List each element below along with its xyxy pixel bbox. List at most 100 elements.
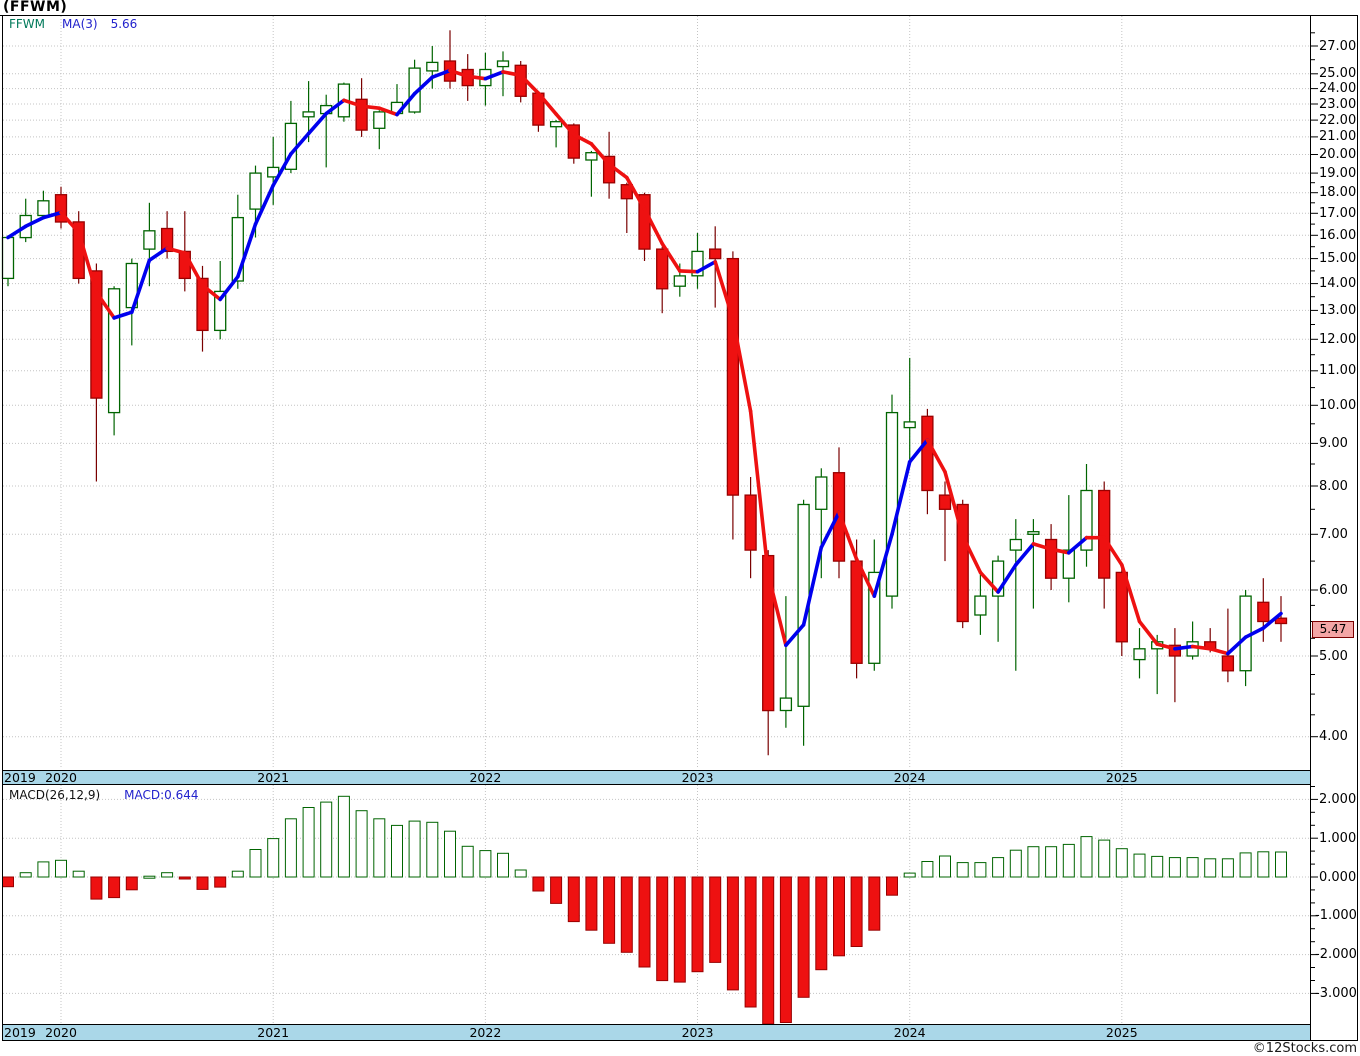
year-label: 2022 xyxy=(469,1025,502,1040)
price-axis-label: 16.00 xyxy=(1319,227,1357,243)
candle-body xyxy=(214,290,227,332)
candle-body xyxy=(1080,489,1093,551)
candle-body xyxy=(1,236,15,280)
year-label: 2024 xyxy=(893,770,926,785)
candle-body xyxy=(1186,641,1199,657)
macd-bar xyxy=(72,870,85,878)
last-price-label: 5.47 xyxy=(1312,620,1354,638)
macd-bar xyxy=(143,875,156,879)
candle-body xyxy=(355,98,368,131)
candle-body xyxy=(691,250,704,277)
candle-body xyxy=(196,277,209,332)
price-axis-label: 9.00 xyxy=(1319,435,1348,451)
macd-bar xyxy=(1045,846,1058,878)
macd-bar xyxy=(638,876,651,968)
year-label: 2024 xyxy=(893,1025,926,1040)
macd-bar xyxy=(1151,855,1164,878)
price-axis-label: 17.00 xyxy=(1319,205,1357,221)
macd-axis-label: 1.000 xyxy=(1319,830,1357,846)
candle-body xyxy=(1257,601,1270,623)
macd-bars xyxy=(2,795,1287,1025)
macd-bar xyxy=(779,876,792,1023)
macd-bar xyxy=(426,821,439,878)
year-label: 2023 xyxy=(681,770,714,785)
macd-bar xyxy=(585,876,598,931)
macd-legend: MACD(26,12,9) MACD:0.644 xyxy=(9,788,199,802)
macd-legend-value: MACD:0.644 xyxy=(124,788,199,802)
macd-bar xyxy=(620,876,633,953)
price-axis-label: 24.00 xyxy=(1319,81,1357,97)
macd-bar xyxy=(1221,858,1234,878)
candle-body xyxy=(1115,571,1128,643)
candle-body xyxy=(762,554,775,712)
macd-bar xyxy=(108,876,121,899)
year-label: 2023 xyxy=(681,1025,714,1040)
macd-bar xyxy=(691,876,704,973)
candle-body xyxy=(1027,531,1040,535)
price-axis-label: 22.00 xyxy=(1319,112,1357,128)
macd-bar xyxy=(992,857,1005,878)
year-label: 2019 xyxy=(4,770,36,785)
macd-bar xyxy=(974,862,987,878)
macd-bar xyxy=(550,876,563,904)
macd-bar xyxy=(673,876,686,983)
candle-body xyxy=(1062,549,1075,579)
candle-body xyxy=(1009,538,1022,551)
macd-bar xyxy=(178,876,191,880)
candle-body xyxy=(496,60,510,68)
price-axis-label: 5.00 xyxy=(1319,648,1348,664)
candles xyxy=(1,30,1288,756)
price-axis-label: 7.00 xyxy=(1319,526,1348,542)
macd-bar xyxy=(1275,851,1287,878)
macd-bar xyxy=(514,869,527,878)
price-axis-label: 21.00 xyxy=(1319,129,1357,145)
price-axis-label: 8.00 xyxy=(1319,478,1348,494)
macd-bar xyxy=(37,861,50,878)
candle-body xyxy=(744,494,757,551)
macd-bar xyxy=(214,876,227,888)
panel-borders xyxy=(0,15,1358,1041)
price-axis-label: 6.00 xyxy=(1319,582,1348,598)
macd-bar xyxy=(886,876,898,896)
macd-bar xyxy=(1115,848,1128,878)
macd-bar xyxy=(1168,857,1181,878)
macd-bar xyxy=(497,852,509,878)
macd-axis-label: -1.000 xyxy=(1315,908,1357,924)
macd-bar xyxy=(19,872,32,878)
candle-body xyxy=(37,200,50,217)
macd-bar xyxy=(479,850,492,878)
macd-bar xyxy=(391,824,403,878)
macd-bar xyxy=(1204,858,1217,878)
price-axis-label: 14.00 xyxy=(1319,276,1357,292)
macd-bar xyxy=(744,876,757,1008)
year-label: 2022 xyxy=(469,770,502,785)
macd-bar xyxy=(603,876,616,944)
candle-body xyxy=(1274,617,1288,625)
candle-body xyxy=(426,61,439,72)
macd-bar xyxy=(373,818,386,878)
axis-ticks xyxy=(1310,32,1318,994)
macd-bar xyxy=(532,876,545,892)
candle-body xyxy=(779,697,793,712)
ma-line xyxy=(6,68,1283,656)
macd-bar xyxy=(1239,852,1252,878)
candle-body xyxy=(656,248,669,290)
macd-bar xyxy=(726,876,739,991)
macd-axis-label: 0.000 xyxy=(1319,869,1357,885)
price-axis-label: 19.00 xyxy=(1319,165,1357,181)
candle-body xyxy=(938,494,952,510)
macd-bar xyxy=(850,876,863,947)
price-axis-label: 10.00 xyxy=(1319,397,1357,413)
year-label: 2025 xyxy=(1105,770,1138,785)
candle-body xyxy=(1133,648,1146,661)
macd-bar xyxy=(709,876,722,963)
candle-body xyxy=(956,503,969,623)
watermark: ©12Stocks.com xyxy=(1252,1041,1357,1056)
macd-bar xyxy=(1257,851,1270,878)
candle-body xyxy=(302,111,315,118)
price-axis-label: 27.00 xyxy=(1319,38,1357,54)
macd-bar xyxy=(231,870,244,878)
macd-gridlines xyxy=(3,798,1309,994)
